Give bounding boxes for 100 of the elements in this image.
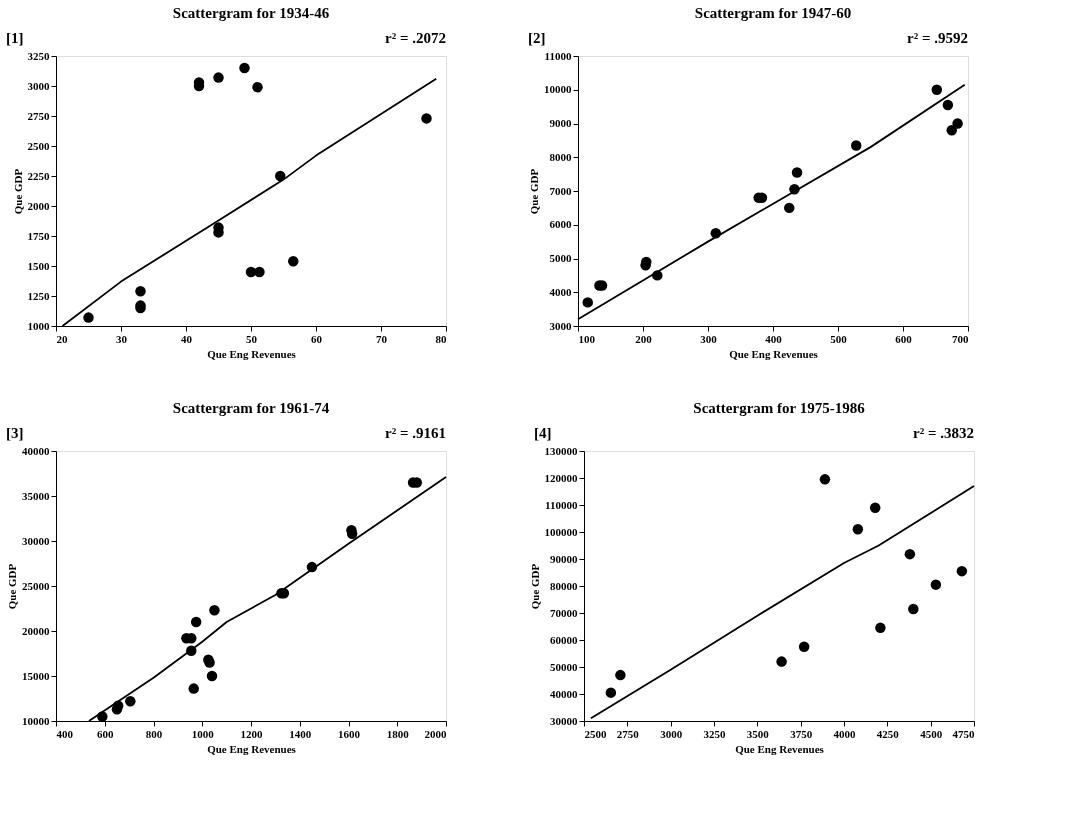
y-tick-label: 3250 [27, 49, 50, 62]
x-tick-label: 200 [635, 332, 653, 345]
y-tick-label: 30000 [22, 534, 50, 547]
x-axis-title: Que Eng Revenues [207, 347, 297, 360]
x-tick-label: 1200 [240, 727, 263, 740]
y-tick-label: 130000 [544, 444, 578, 457]
x-tick-label: 2750 [616, 727, 640, 740]
x-tick-label: 2500 [584, 727, 607, 740]
x-tick-label: 3250 [703, 727, 726, 740]
y-tick-label: 15000 [22, 669, 50, 682]
y-tick-label: 120000 [544, 471, 578, 484]
x-tick-label: 3000 [660, 727, 683, 740]
x-tick-label: 4250 [876, 727, 900, 740]
x-tick-label: 60 [311, 332, 323, 345]
x-tick-label: 4500 [920, 727, 943, 740]
point [852, 524, 864, 535]
point [615, 669, 626, 681]
x-tick-label: 700 [952, 332, 969, 345]
y-tick-label: 2500 [27, 139, 50, 152]
chart-title: Scattergram for 1947-60 [694, 5, 852, 21]
text: r² = .2072 [385, 30, 446, 46]
x-axis-title: Que Eng Revenues [729, 347, 819, 360]
x-tick-label: 4750 [952, 727, 975, 740]
x-tick-label: 100 [578, 332, 596, 345]
y-tick-label: 10000 [544, 83, 572, 96]
y-tick-label: 2250 [27, 169, 50, 182]
chart-title: Scattergram for 1961-74 [172, 400, 330, 416]
text: [4] [534, 425, 552, 441]
point [956, 565, 968, 577]
point [869, 502, 881, 513]
chart-title: Scattergram for 1975-1986 [693, 400, 866, 416]
x-tick-label: 1400 [289, 727, 312, 740]
y-tick-label: 100000 [544, 525, 578, 538]
y-tick-label: 40000 [550, 687, 578, 700]
x-tick-label: 800 [145, 727, 163, 740]
x-tick-label: 80 [435, 332, 447, 345]
y-tick-label: 80000 [550, 579, 578, 592]
y-tick-label: 1500 [27, 259, 50, 272]
y-tick-label: 70000 [550, 606, 578, 619]
x-axis-title: Que Eng Revenues [207, 742, 297, 755]
y-tick-label: 1000 [27, 319, 50, 332]
y-tick-label: 40000 [22, 444, 50, 457]
text: r² = .9161 [385, 425, 446, 441]
x-tick-label: 3750 [790, 727, 813, 740]
y-tick-label: 25000 [22, 579, 50, 592]
y-axis-title: Que GDP [528, 168, 540, 215]
x-tick-label: 3500 [746, 727, 770, 740]
text: r² = .9592 [907, 30, 968, 46]
y-tick-label: 7000 [549, 184, 572, 197]
y-tick-label: 2000 [27, 199, 50, 212]
y-tick-label: 35000 [22, 489, 50, 502]
point [908, 603, 919, 615]
y-tick-label: 1750 [27, 229, 50, 242]
x-tick-label: 600 [895, 332, 913, 345]
point [819, 474, 831, 485]
y-tick-label: 1250 [27, 289, 50, 302]
x-tick-label: 400 [765, 332, 783, 345]
text: [2] [528, 30, 546, 46]
y-axis-title: Que GDP [6, 563, 18, 610]
y-tick-label: 3000 [27, 79, 50, 92]
x-tick-label: 50 [246, 332, 258, 345]
point [776, 656, 787, 667]
x-tick-label: 70 [376, 332, 388, 345]
y-axis-title: Que GDP [528, 563, 541, 610]
y-tick-label: 90000 [550, 552, 578, 565]
point [904, 548, 916, 560]
x-tick-label: 1000 [191, 727, 215, 740]
x-tick-label: 4000 [833, 727, 856, 740]
y-tick-label: 110000 [545, 498, 578, 511]
x-tick-label: 30 [116, 332, 128, 345]
x-tick-label: 400 [56, 727, 74, 740]
x-tick-label: 20 [56, 332, 68, 345]
y-tick-label: 10000 [22, 714, 50, 727]
text: [3] [6, 425, 24, 441]
x-axis-title: Que Eng Revenues [735, 742, 825, 755]
y-tick-label: 4000 [549, 285, 572, 298]
point [875, 622, 886, 634]
x-tick-label: 500 [830, 332, 848, 345]
y-axis-title: Que GDP [11, 168, 24, 215]
y-tick-label: 9000 [549, 117, 572, 129]
text: r² = .3832 [913, 425, 974, 441]
y-tick-label: 50000 [550, 660, 578, 673]
y-tick-label: 60000 [550, 633, 578, 646]
y-tick-label: 2750 [27, 109, 50, 122]
y-tick-label: 8000 [549, 150, 572, 163]
y-tick-label: 5000 [549, 252, 572, 264]
x-tick-label: 1600 [338, 727, 361, 740]
x-tick-label: 2000 [424, 727, 447, 740]
x-tick-label: 300 [700, 332, 718, 345]
line-series [590, 485, 975, 720]
y-tick-label: 3000 [549, 319, 572, 332]
point [798, 641, 810, 652]
y-tick-label: 11000 [544, 49, 572, 62]
chart-title: Scattergram for 1934-46 [172, 5, 330, 21]
x-tick-label: 600 [97, 727, 114, 740]
x-tick-label: 40 [181, 332, 193, 345]
y-tick-label: 20000 [22, 624, 50, 637]
text: [1] [6, 30, 24, 46]
point [605, 687, 617, 698]
x-tick-label: 1800 [386, 727, 410, 740]
